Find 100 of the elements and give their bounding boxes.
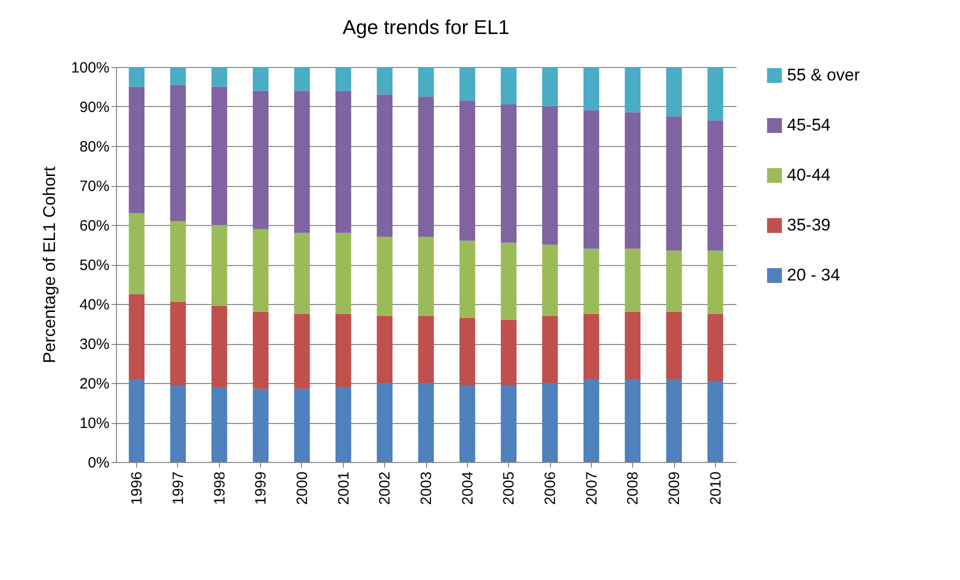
bar <box>666 67 682 116</box>
bar <box>335 386 352 462</box>
bar <box>376 236 393 316</box>
bar <box>418 67 434 97</box>
bar <box>583 67 600 110</box>
x-tick-label: 1999 <box>252 472 270 505</box>
bar <box>128 294 145 380</box>
bar <box>459 240 476 318</box>
x-tick-label: 2010 <box>707 472 724 505</box>
bar <box>500 67 517 105</box>
bar <box>211 86 228 225</box>
y-tick-label: 20% <box>79 376 110 392</box>
bar <box>583 248 600 314</box>
legend-label: 20 - 34 <box>787 266 840 284</box>
x-tick-label: 2007 <box>583 472 600 505</box>
bar <box>500 384 517 462</box>
bar <box>252 228 269 312</box>
bar <box>170 302 186 385</box>
legend-label: 35-39 <box>787 216 830 234</box>
bar <box>500 104 517 243</box>
bar <box>170 384 186 462</box>
x-tick-label: 1997 <box>170 472 187 505</box>
x-tick-label: 2006 <box>542 472 559 505</box>
bar <box>294 314 310 389</box>
bar <box>459 67 476 101</box>
bar <box>211 67 228 87</box>
y-tick-label: 40% <box>79 296 110 314</box>
bar <box>128 86 145 214</box>
bar <box>376 383 393 462</box>
bar <box>624 67 641 112</box>
bar <box>335 67 352 91</box>
x-tick-label: 2000 <box>294 472 311 505</box>
y-tick-label: 60% <box>79 218 110 234</box>
x-tick-label: 2001 <box>335 472 352 505</box>
bar <box>376 316 393 383</box>
bar <box>376 67 393 95</box>
chart-title: Age trends for EL1 <box>342 17 510 39</box>
bar <box>252 312 269 389</box>
bar <box>128 379 145 462</box>
bar <box>542 67 558 106</box>
bar <box>294 67 310 91</box>
bar <box>294 388 310 462</box>
bar <box>418 316 434 383</box>
bar <box>666 312 682 380</box>
bar <box>542 244 558 316</box>
bar <box>624 248 641 312</box>
y-tick-label: 50% <box>79 257 110 274</box>
bar <box>624 312 641 380</box>
bar <box>542 383 558 462</box>
bar <box>500 242 517 320</box>
bar <box>170 84 186 222</box>
bar <box>666 250 682 312</box>
bar <box>707 381 724 462</box>
bar <box>583 379 600 462</box>
x-tick-label: 2009 <box>666 472 683 505</box>
y-axis-title: Percentage of EL1 Cohort <box>40 166 60 364</box>
bar <box>170 221 186 302</box>
y-tick-label: 70% <box>79 178 110 195</box>
bar <box>252 388 269 462</box>
x-tick-label: 2003 <box>418 472 435 505</box>
bar <box>128 213 145 294</box>
x-tick-label: 2002 <box>376 472 394 505</box>
x-tick-label: 2005 <box>500 472 518 505</box>
bar <box>335 90 352 233</box>
bar <box>542 316 558 383</box>
bar <box>211 386 228 462</box>
bar <box>252 67 269 91</box>
y-tick-label: 0% <box>88 454 110 472</box>
bar <box>335 314 352 387</box>
bar <box>294 90 310 233</box>
y-tick-label: 90% <box>79 99 110 116</box>
x-tick-label: 2008 <box>624 472 642 505</box>
bar <box>335 232 352 314</box>
bar <box>128 67 145 87</box>
bar <box>459 384 476 462</box>
bar <box>542 106 558 245</box>
bar <box>707 250 724 314</box>
bar <box>666 379 682 462</box>
bar <box>666 116 682 251</box>
x-tick-label: 1998 <box>211 472 228 505</box>
x-tick-label: 1996 <box>128 472 146 505</box>
bar <box>500 320 517 385</box>
bar <box>252 90 269 229</box>
bar <box>211 306 228 387</box>
bar <box>624 379 641 462</box>
bar <box>418 236 434 316</box>
bar <box>707 120 724 251</box>
bar <box>170 67 186 85</box>
bar <box>583 314 600 380</box>
legend-label: 55 & over <box>787 66 860 84</box>
bar <box>376 94 393 237</box>
bar <box>418 383 434 462</box>
y-tick-label: 30% <box>79 336 110 353</box>
legend-label: 40-44 <box>787 166 830 184</box>
bar <box>294 232 310 314</box>
y-tick-label: 10% <box>79 415 110 432</box>
bar <box>211 225 228 306</box>
bar <box>418 96 434 237</box>
y-tick-label: 100% <box>71 60 110 76</box>
bar <box>459 100 476 241</box>
